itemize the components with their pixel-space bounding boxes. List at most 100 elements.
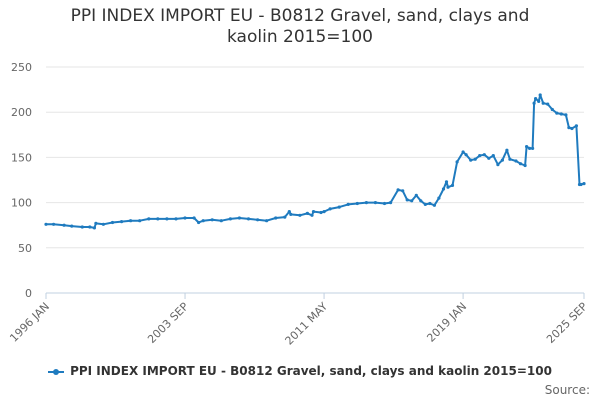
data-point[interactable] [461, 150, 465, 154]
data-point[interactable] [70, 224, 74, 228]
data-point[interactable] [419, 199, 423, 203]
data-point[interactable] [396, 188, 400, 192]
data-point[interactable] [256, 218, 260, 222]
legend[interactable]: PPI INDEX IMPORT EU - B0812 Gravel, sand… [0, 364, 600, 378]
data-point[interactable] [311, 210, 316, 214]
data-point[interactable] [582, 182, 586, 186]
data-point[interactable] [525, 145, 529, 149]
data-point[interactable] [210, 218, 214, 222]
data-point[interactable] [346, 202, 350, 206]
y-tick-label: 100 [11, 197, 32, 210]
data-point[interactable] [328, 207, 332, 211]
data-point[interactable] [444, 180, 449, 184]
data-point[interactable] [246, 217, 251, 221]
data-point[interactable] [305, 211, 309, 215]
data-point[interactable] [165, 217, 169, 221]
data-point[interactable] [550, 107, 554, 112]
chart-title: PPI INDEX IMPORT EU - B0812 Gravel, sand… [0, 6, 600, 48]
data-point[interactable] [287, 210, 291, 214]
data-point[interactable] [405, 198, 409, 202]
data-point[interactable] [364, 201, 368, 205]
data-point[interactable] [201, 219, 205, 223]
data-point[interactable] [410, 199, 414, 203]
data-point[interactable] [120, 220, 124, 224]
data-point[interactable] [546, 102, 550, 106]
data-point[interactable] [147, 217, 151, 221]
data-point[interactable] [559, 112, 563, 116]
data-point[interactable] [322, 210, 326, 214]
data-point[interactable] [319, 210, 323, 215]
data-point[interactable] [110, 220, 115, 225]
data-point[interactable] [337, 205, 341, 209]
data-point[interactable] [423, 202, 427, 206]
data-point[interactable] [219, 219, 223, 223]
data-point[interactable] [518, 162, 523, 166]
data-point[interactable] [570, 126, 574, 131]
data-point[interactable] [382, 201, 387, 206]
data-point[interactable] [156, 217, 160, 221]
data-point[interactable] [129, 219, 133, 223]
chart-title-line-1: PPI INDEX IMPORT EU - B0812 Gravel, sand… [70, 6, 530, 26]
data-point[interactable] [237, 216, 241, 220]
data-point[interactable] [44, 222, 48, 226]
data-point[interactable] [574, 124, 579, 128]
data-point[interactable] [478, 154, 482, 158]
data-point[interactable] [298, 213, 302, 217]
data-point[interactable] [500, 158, 504, 162]
data-point[interactable] [487, 156, 491, 160]
data-point[interactable] [174, 217, 178, 221]
data-point[interactable] [473, 157, 477, 161]
y-tick-label: 200 [11, 106, 32, 119]
data-point[interactable] [482, 153, 486, 157]
data-point[interactable] [183, 216, 187, 220]
data-point[interactable] [283, 215, 287, 219]
data-point[interactable] [289, 212, 293, 216]
data-point[interactable] [101, 222, 105, 226]
data-point[interactable] [469, 158, 473, 162]
data-point[interactable] [389, 201, 393, 205]
data-point[interactable] [508, 157, 512, 161]
data-point[interactable] [450, 183, 455, 187]
data-point[interactable] [80, 225, 84, 229]
data-point[interactable] [514, 159, 518, 163]
data-point[interactable] [541, 101, 545, 105]
data-point[interactable] [414, 193, 418, 197]
data-point[interactable] [265, 219, 269, 223]
data-point[interactable] [564, 113, 568, 117]
data-point[interactable] [534, 97, 538, 101]
data-point[interactable] [491, 154, 495, 158]
data-point[interactable] [567, 126, 571, 130]
data-point[interactable] [532, 101, 536, 105]
data-point[interactable] [88, 225, 92, 229]
data-point[interactable] [92, 226, 96, 230]
data-point[interactable] [228, 217, 232, 221]
data-point[interactable] [62, 223, 66, 227]
data-point[interactable] [555, 111, 559, 115]
data-point[interactable] [310, 213, 314, 217]
data-point[interactable] [446, 185, 450, 189]
data-point[interactable] [505, 148, 509, 152]
data-point[interactable] [538, 93, 542, 97]
data-point[interactable] [531, 146, 535, 150]
data-point[interactable] [528, 146, 532, 150]
data-point[interactable] [94, 221, 98, 225]
data-point[interactable] [437, 196, 441, 200]
data-point[interactable] [428, 201, 432, 206]
data-point[interactable] [537, 99, 541, 103]
data-point[interactable] [496, 163, 500, 167]
data-point[interactable] [274, 216, 278, 220]
data-point[interactable] [523, 163, 527, 168]
x-axis: 1996 JAN 2003 SEP 2011 MAY 2019 JAN 2025 SEP [7, 292, 590, 348]
data-point[interactable] [192, 216, 196, 220]
data-point[interactable] [401, 189, 405, 193]
data-point[interactable] [432, 203, 436, 207]
data-point[interactable] [579, 182, 583, 187]
data-point[interactable] [52, 222, 56, 226]
data-point[interactable] [455, 160, 459, 164]
data-point[interactable] [373, 201, 377, 205]
data-point[interactable] [464, 153, 468, 157]
data-point[interactable] [197, 220, 201, 225]
data-point[interactable] [441, 187, 446, 191]
data-point[interactable] [355, 201, 359, 206]
data-point[interactable] [138, 219, 142, 223]
